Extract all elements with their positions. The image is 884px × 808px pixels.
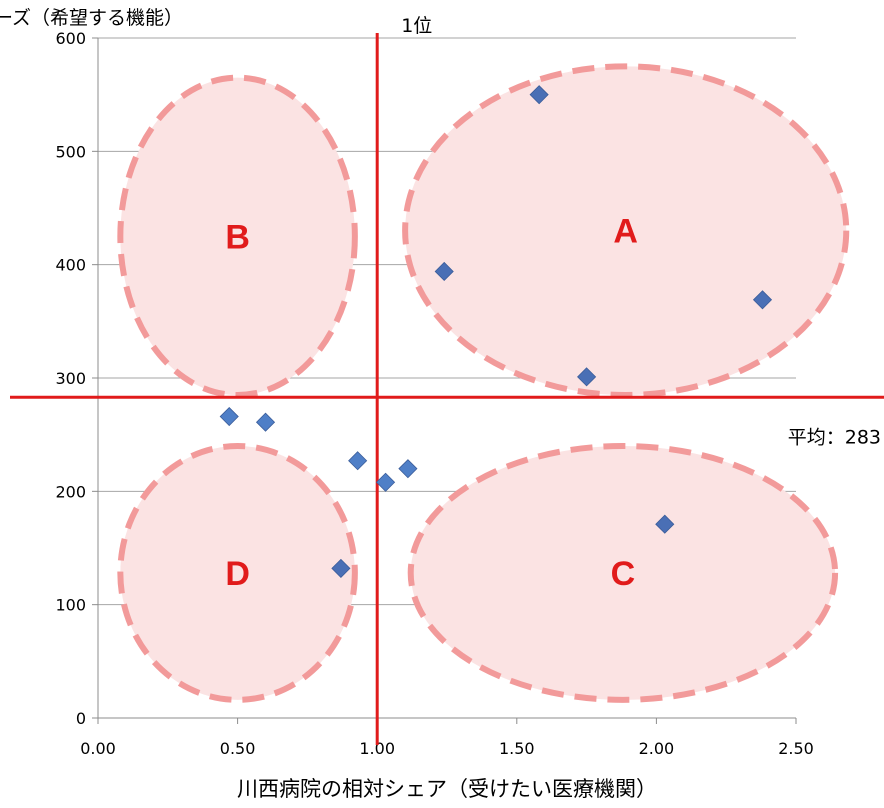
- data-point-3: [752, 290, 773, 310]
- data-point-4: [577, 367, 597, 387]
- data-point-10: [655, 514, 675, 534]
- reference-label-average: 平均：283: [788, 426, 881, 448]
- x-tick-label-0.50: 0.50: [220, 739, 256, 758]
- data-point-2: [434, 261, 454, 282]
- quadrant-zones: A B C D: [117, 63, 850, 703]
- y-tick-label-500: 500: [55, 142, 86, 161]
- zone-c-label: C: [611, 555, 636, 593]
- y-tick-label-0: 0: [76, 709, 86, 728]
- tick-labels: 0 100 200 300 400 500 600 0.00 0.50 1.00 1.50 2.00 2…: [55, 29, 813, 758]
- x-tick-label-1.50: 1.50: [499, 739, 535, 758]
- data-point-8: [398, 459, 418, 479]
- y-axis-label: ーズ（希望する機能）: [0, 7, 183, 29]
- zone-c-ellipse: [407, 443, 839, 703]
- zone-d-label: D: [225, 555, 250, 593]
- zone-b-label: B: [225, 218, 250, 256]
- data-point-6: [255, 412, 276, 432]
- zone-a-label: A: [613, 213, 638, 251]
- reference-label-rank1: 1位: [401, 15, 432, 37]
- data-point-5: [219, 406, 239, 427]
- zone-d-ellipse: [117, 443, 358, 703]
- data-point-7: [348, 451, 368, 471]
- x-tick-label-0.00: 0.00: [80, 739, 116, 758]
- x-tick-label-1.00: 1.00: [359, 739, 395, 758]
- data-points: [219, 85, 773, 578]
- y-tick-label-600: 600: [55, 29, 86, 48]
- x-tick-label-2.00: 2.00: [639, 739, 675, 758]
- zone-a-ellipse: [402, 63, 850, 398]
- zone-b-ellipse: [117, 74, 358, 398]
- x-tick-label-2.50: 2.50: [778, 739, 814, 758]
- data-point-11: [331, 558, 351, 578]
- y-tick-label-300: 300: [55, 369, 86, 388]
- y-tick-label-100: 100: [55, 596, 86, 615]
- y-tick-label-200: 200: [55, 482, 86, 501]
- x-axis-label: 川西病院の相対シェア（受けたい医療機関）: [237, 777, 657, 801]
- data-point-1: [529, 85, 549, 105]
- data-point-9: [376, 472, 396, 492]
- y-tick-label-400: 400: [55, 256, 86, 275]
